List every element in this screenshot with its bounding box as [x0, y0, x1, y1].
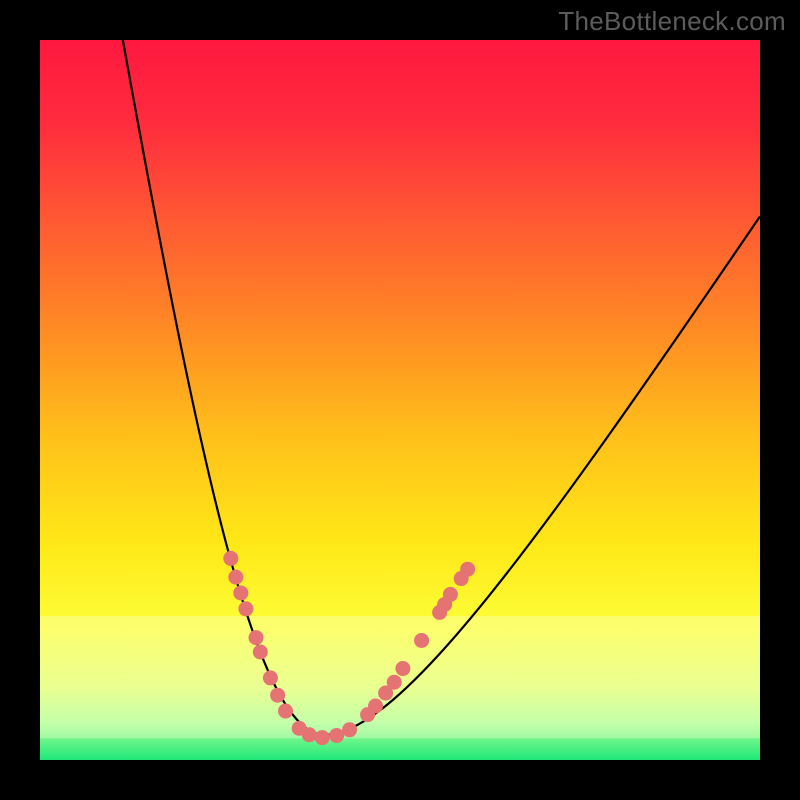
- data-point: [249, 630, 264, 645]
- data-point: [395, 661, 410, 676]
- data-point: [443, 587, 458, 602]
- data-point: [315, 730, 330, 745]
- data-point: [263, 670, 278, 685]
- figure-container: { "canvas": { "width": 800, "height": 80…: [0, 0, 800, 800]
- data-point: [270, 688, 285, 703]
- data-point: [460, 562, 475, 577]
- data-point: [342, 722, 357, 737]
- data-point: [223, 551, 238, 566]
- data-point: [414, 633, 429, 648]
- data-point: [368, 699, 383, 714]
- plot-svg: [0, 0, 800, 800]
- highlight-band: [40, 616, 760, 738]
- data-point: [387, 675, 402, 690]
- data-point: [228, 570, 243, 585]
- data-point: [238, 601, 253, 616]
- data-point: [233, 585, 248, 600]
- data-point: [253, 645, 268, 660]
- watermark-text: TheBottleneck.com: [558, 6, 786, 37]
- data-point: [302, 727, 317, 742]
- data-point: [329, 728, 344, 743]
- data-point: [278, 704, 293, 719]
